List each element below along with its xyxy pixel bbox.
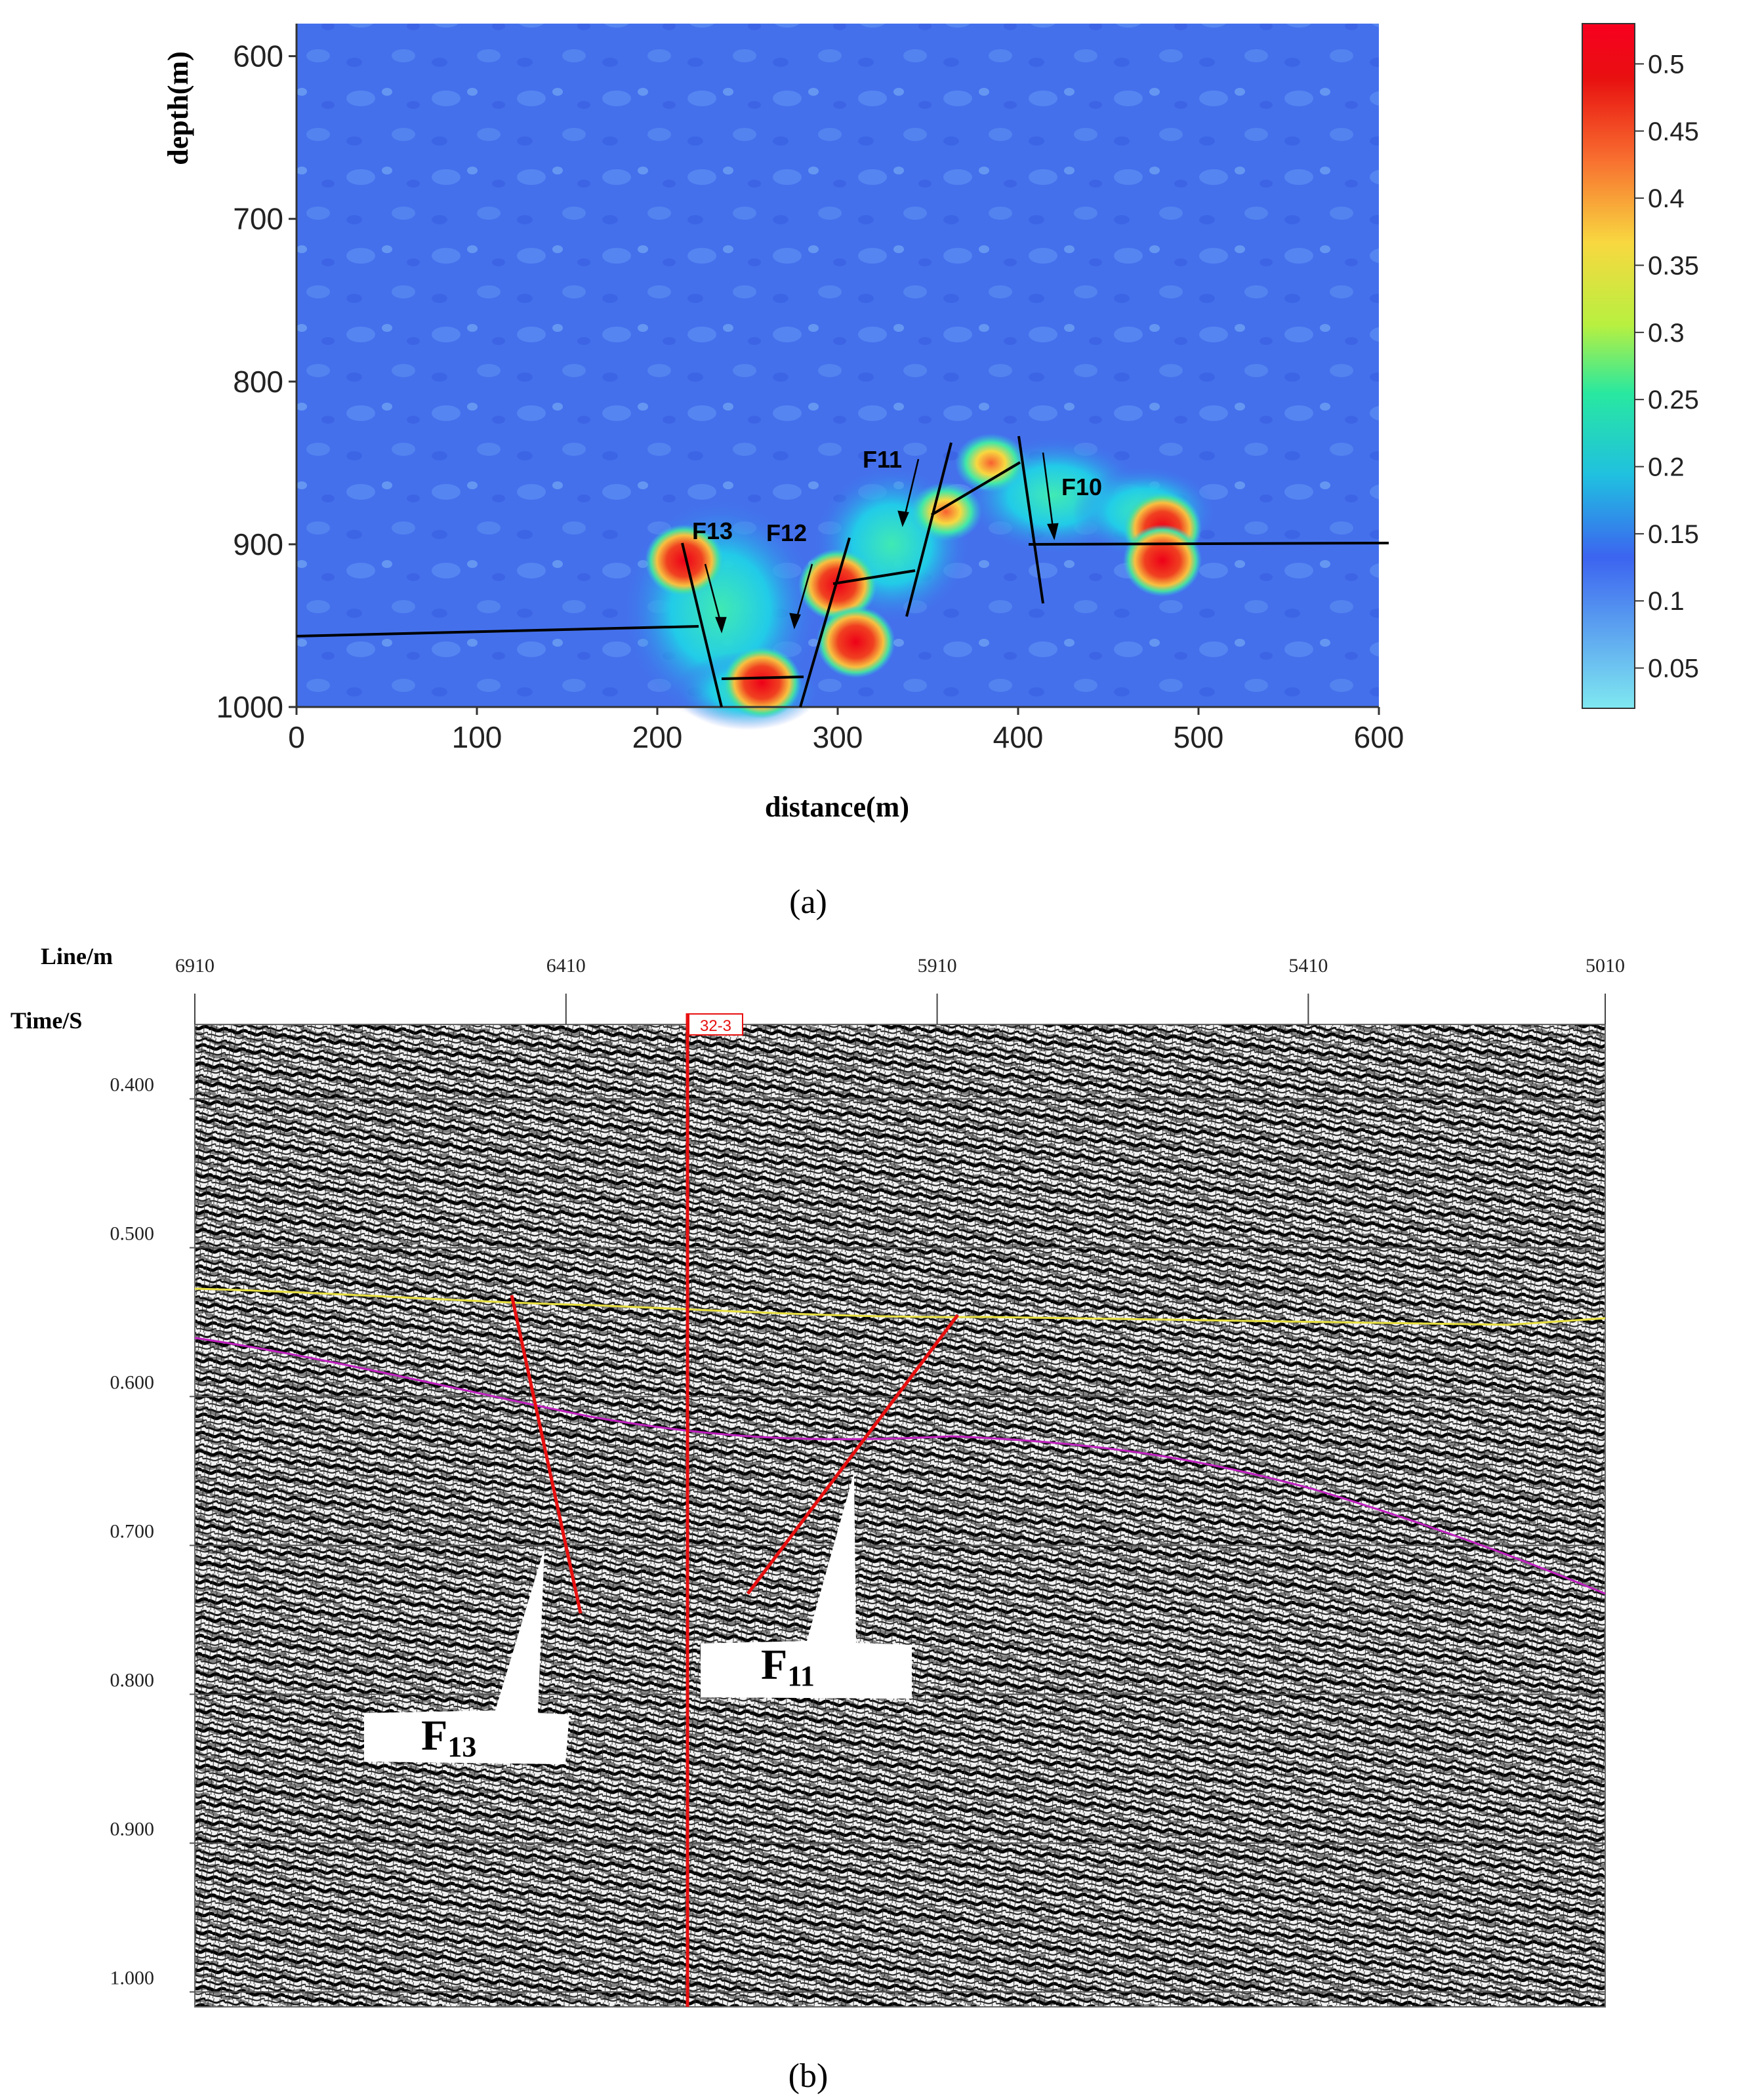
heatmap-x-tick-label: 400: [993, 720, 1044, 754]
colorbar-gradient: [1582, 23, 1635, 709]
callout-f11-bubble: [701, 1472, 912, 1699]
heatmap-x-tick-label: 600: [1354, 720, 1404, 754]
callout-f11: F11: [701, 1472, 912, 1699]
heat-anomaly: [722, 646, 802, 719]
heatmap-x-axis-label: distance(m): [765, 791, 909, 823]
callout-f11-letter: F: [761, 1641, 787, 1689]
heat-anomaly: [1123, 524, 1202, 597]
horizon-purple: [194, 1337, 1606, 1595]
seismic-y-tick-label: 0.500: [110, 1222, 155, 1244]
colorbar-ticks: 0.5 0.45 0.4 0.35 0.3 0.25 0.2 0.15 0.1 0.05: [1635, 50, 1699, 683]
horizon-line-mid: [832, 569, 916, 585]
colorbar-tick-label: 0.15: [1648, 520, 1699, 549]
fault-line-f10: [1017, 435, 1044, 604]
callout-f11-subscript: 11: [787, 1660, 815, 1692]
fault-label-f13: F13: [692, 517, 733, 544]
horizon-yellow: [194, 1287, 1606, 1326]
heat-anomaly: [798, 548, 877, 621]
seismic-reflection-events: [195, 1024, 1605, 2007]
seismic-section-area: [194, 1024, 1606, 2008]
heatmap-x-tick-label: 100: [452, 720, 502, 754]
well-label: 32-3: [700, 1017, 731, 1035]
colorbar-tick-label: 0.5: [1648, 50, 1685, 79]
horizon-line-upper: [930, 461, 1021, 516]
seismic-x-tick-label: 5910: [918, 955, 957, 977]
heat-anomaly: [954, 433, 1027, 493]
heatmap-y-axis-label: depth(m): [162, 51, 194, 165]
seismic-x-axis-title: Line/m: [41, 943, 113, 969]
horizon-line-right: [1028, 542, 1389, 546]
caption-b: (b): [789, 2057, 829, 2095]
heat-anomaly: [816, 605, 895, 678]
heatmap-y-tick-label: 600: [233, 39, 283, 73]
heatmap-panel: 0 100 200 300 400 500 600 600 700 800 900 1000 dis…: [162, 23, 1699, 921]
fault-lines: [296, 435, 1389, 708]
heatmap-x-tick-label: 200: [632, 720, 683, 754]
seismic-x-ticks: 6910 6410 5910 5410 5010: [175, 955, 1625, 1024]
fault-labels: F13 F12 F11 F10: [692, 446, 1102, 546]
seismic-y-axis-title: Time/S: [10, 1007, 82, 1034]
colorbar-tick-label: 0.1: [1648, 587, 1685, 616]
fault-stick-f13: [510, 1295, 583, 1614]
heatmap-y-tick-label: 1000: [216, 690, 283, 724]
svg-text:F13: F13: [421, 1712, 476, 1763]
callout-f13-bubble: [364, 1548, 569, 1764]
caption-a: (a): [789, 883, 827, 921]
seismic-x-tick-label: 6410: [546, 955, 586, 977]
fault-line-f11: [905, 442, 952, 617]
heatmap-y-tick-label: 900: [233, 527, 283, 561]
seismic-y-ticks: 0.400 0.500 0.600 0.700 0.800 0.900 1.000: [110, 1074, 1605, 1993]
seismic-x-tick-label: 5410: [1288, 955, 1328, 977]
colorbar: 0.5 0.45 0.4 0.35 0.3 0.25 0.2 0.15 0.1 0.05: [1582, 23, 1699, 709]
heatmap-x-tick-label: 500: [1174, 720, 1224, 754]
callout-f13: F13: [364, 1548, 569, 1764]
heat-anomaly: [645, 524, 724, 597]
heatmap-y-ticks: 600 700 800 900 1000: [216, 39, 297, 724]
colorbar-tick-label: 0.35: [1648, 251, 1699, 280]
svg-text:F11: F11: [761, 1641, 815, 1692]
colorbar-tick-label: 0.05: [1648, 655, 1699, 683]
seismic-x-tick-label: 5010: [1586, 955, 1625, 977]
seismic-y-tick-label: 0.900: [110, 1818, 155, 1840]
fault-label-f10: F10: [1061, 474, 1102, 500]
seismic-y-tick-label: 1.000: [110, 1967, 155, 1989]
heatmap-x-tick-label: 300: [813, 720, 863, 754]
colorbar-tick-label: 0.2: [1648, 453, 1685, 482]
heatmap-y-tick-label: 800: [233, 365, 283, 399]
colorbar-tick-label: 0.25: [1648, 386, 1699, 414]
fault-stick-f11: [747, 1314, 959, 1595]
fault-arrows: [704, 452, 1059, 634]
seismic-y-tick-label: 0.400: [110, 1074, 155, 1095]
callout-f13-subscript: 13: [447, 1731, 476, 1763]
fault-label-f11: F11: [863, 446, 902, 473]
heatmap-x-tick-label: 0: [288, 720, 305, 754]
seismic-y-tick-label: 0.600: [110, 1371, 155, 1393]
horizon-line-graben: [721, 676, 804, 680]
well-marker: [688, 1013, 743, 1036]
fault-label-f12: F12: [766, 519, 807, 546]
heatmap-x-ticks: 0 100 200 300 400 500 600: [288, 707, 1404, 754]
seismic-x-tick-label: 6910: [175, 955, 215, 977]
fault-line-f12: [799, 537, 851, 708]
seismic-panel: Line/m Time/S 6910 6410 5910 5410 5010 0.400…: [10, 943, 1625, 2095]
seismic-y-tick-label: 0.800: [110, 1669, 155, 1691]
colorbar-tick-label: 0.45: [1648, 117, 1699, 146]
horizon-line-left: [296, 625, 699, 637]
callout-f13-letter: F: [421, 1712, 447, 1760]
colorbar-tick-label: 0.4: [1648, 184, 1685, 213]
fault-line-f13: [681, 542, 723, 708]
heatmap-plot-area: [297, 24, 1379, 731]
colorbar-tick-label: 0.3: [1648, 319, 1685, 348]
seismic-y-tick-label: 0.700: [110, 1520, 155, 1542]
heatmap-y-tick-label: 700: [233, 202, 283, 236]
